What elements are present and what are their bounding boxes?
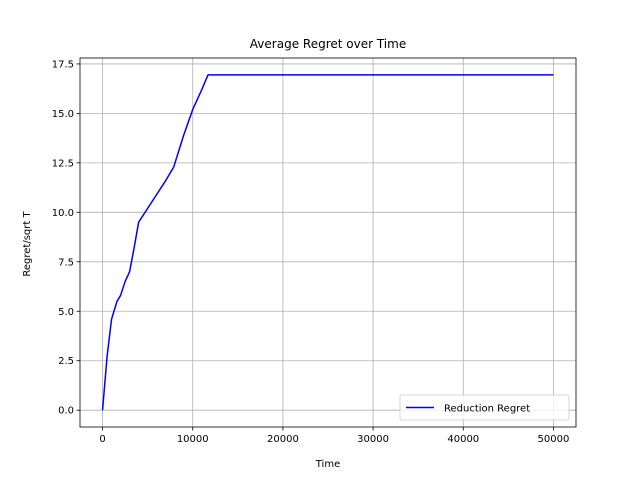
- y-tick-label: 12.5: [52, 158, 74, 169]
- y-axis: 0.0 2.5 5.0 7.5 10.0 12.5 15.0 17.5: [52, 59, 80, 417]
- series-layer: [101, 74, 554, 411]
- x-tick-label: 40000: [447, 434, 479, 445]
- y-tick-label: 10.0: [52, 208, 74, 219]
- legend-label-reduction-regret: Reduction Regret: [444, 404, 530, 415]
- x-tick-label: 10000: [177, 434, 209, 445]
- x-axis: 0 10000 20000 30000 40000 50000: [99, 427, 569, 445]
- x-tick-label: 20000: [267, 434, 299, 445]
- x-tick-label: 0: [99, 434, 105, 445]
- grid: [80, 58, 576, 427]
- y-tick-label: 0.0: [58, 406, 74, 417]
- y-axis-label: Regret/sqrt T: [22, 211, 33, 277]
- x-axis-label: Time: [315, 459, 340, 470]
- y-tick-label: 5.0: [58, 307, 74, 318]
- y-tick-label: 7.5: [58, 257, 74, 268]
- y-tick-label: 2.5: [58, 356, 74, 367]
- y-tick-label: 15.0: [52, 109, 74, 120]
- series-line-reduction-regret: [101, 74, 554, 411]
- y-tick-label: 17.5: [52, 59, 74, 70]
- x-tick-label: 30000: [357, 434, 389, 445]
- chart-title: Average Regret over Time: [250, 37, 406, 51]
- legend-box: [399, 394, 570, 421]
- x-tick-label: 50000: [538, 434, 570, 445]
- plot-frame: [79, 57, 577, 428]
- legend: Reduction Regret: [399, 394, 570, 421]
